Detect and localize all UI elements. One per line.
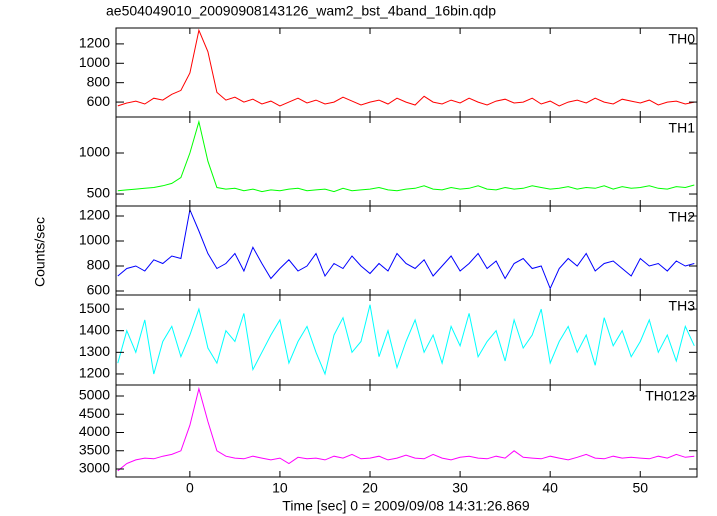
panel-label: TH0123 [645, 388, 695, 404]
y-tick-label: 800 [87, 73, 111, 89]
light-curve [117, 28, 695, 107]
x-tick-label: 20 [362, 480, 378, 496]
light-curve [117, 119, 695, 193]
y-tick-label: 1200 [79, 35, 110, 51]
light-curve [117, 304, 695, 376]
panel-frame [115, 205, 698, 296]
y-tick-label: 1200 [79, 365, 110, 381]
x-tick-label: 40 [542, 480, 558, 496]
x-tick-label: 30 [452, 480, 468, 496]
x-tick-label: 10 [272, 480, 288, 496]
y-tick-label: 4500 [79, 405, 110, 421]
x-tick-label: 0 [186, 480, 194, 496]
y-tick-label: 1400 [79, 321, 110, 337]
y-tick-label: 1000 [79, 54, 110, 70]
y-tick-label: 1500 [79, 300, 110, 316]
x-tick-label: 50 [632, 480, 648, 496]
panel-frame [115, 116, 698, 207]
y-tick-label: 1000 [79, 232, 110, 248]
panel-frame [115, 384, 698, 478]
y-tick-label: 1300 [79, 343, 110, 359]
y-tick-label: 3000 [79, 460, 110, 476]
y-tick-label: 1000 [79, 144, 110, 160]
y-tick-label: 5000 [79, 387, 110, 403]
y-tick-label: 4000 [79, 423, 110, 439]
y-tick-label: 1200 [79, 207, 110, 223]
y-tick-label: 500 [87, 185, 111, 201]
light-curve [117, 386, 695, 472]
panel-label: TH0 [669, 31, 696, 47]
y-tick-label: 600 [87, 93, 111, 109]
panel-label: TH2 [669, 209, 696, 225]
panel-label: TH3 [669, 298, 696, 314]
y-tick-label: 3500 [79, 441, 110, 457]
light-curve [117, 208, 695, 290]
x-axis-label: Time [sec] 0 = 2009/09/08 14:31:26.869 [282, 498, 530, 514]
y-axis-label: Counts/sec [32, 217, 48, 287]
panel-label: TH1 [669, 120, 696, 136]
y-tick-label: 600 [87, 282, 111, 298]
y-tick-label: 800 [87, 257, 111, 273]
chart-title: ae504049010_20090908143126_wam2_bst_4ban… [106, 3, 496, 19]
